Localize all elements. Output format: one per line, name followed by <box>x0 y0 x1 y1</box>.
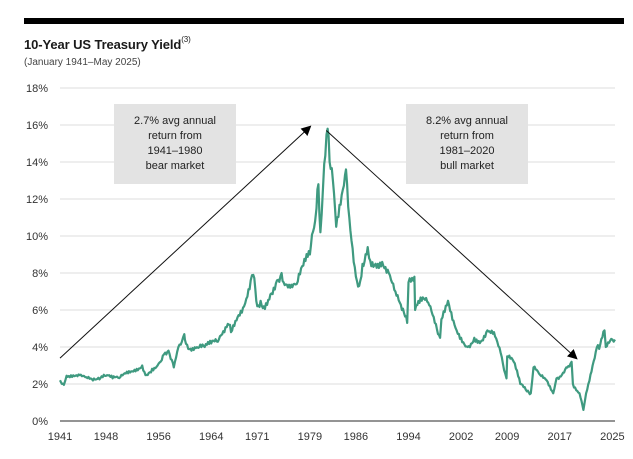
chart-subtitle: (January 1941–May 2025) <box>24 57 141 68</box>
chart-title-text: 10-Year US Treasury Yield <box>24 37 182 52</box>
y-tick-label: 4% <box>32 342 48 354</box>
x-tick-label: 2002 <box>449 431 473 443</box>
annotation-bull-market: 8.2% avg annual return from 1981–2020 bu… <box>406 104 528 184</box>
y-tick-label: 10% <box>26 231 48 243</box>
annotation-bear-market: 2.7% avg annual return from 1941–1980 be… <box>114 104 236 184</box>
y-tick-label: 0% <box>32 416 48 428</box>
y-tick-label: 16% <box>26 120 48 132</box>
x-tick-label: 1986 <box>344 431 368 443</box>
y-tick-label: 18% <box>26 83 48 95</box>
bear-market-arrow <box>59 125 312 359</box>
x-tick-label: 1956 <box>146 431 170 443</box>
x-tick-label: 1948 <box>94 431 118 443</box>
x-tick-label: 1979 <box>298 431 322 443</box>
y-tick-label: 8% <box>32 268 48 280</box>
x-tick-label: 2017 <box>548 431 572 443</box>
yield-series-line <box>59 127 616 411</box>
x-tick-label: 2025 <box>600 431 624 443</box>
x-tick-label: 1971 <box>245 431 269 443</box>
x-tick-label: 2009 <box>495 431 519 443</box>
title-footnote: (3) <box>181 35 191 44</box>
x-tick-label: 1994 <box>396 431 420 443</box>
x-tick-label: 1964 <box>199 431 223 443</box>
x-tick-label: 1941 <box>48 431 72 443</box>
y-tick-label: 14% <box>26 157 48 169</box>
chart-title: 10-Year US Treasury Yield(3) <box>24 35 191 52</box>
bull-market-arrow <box>325 130 578 360</box>
y-tick-label: 12% <box>26 194 48 206</box>
y-tick-label: 6% <box>32 305 48 317</box>
header-rule <box>24 18 624 24</box>
y-tick-label: 2% <box>32 379 48 391</box>
